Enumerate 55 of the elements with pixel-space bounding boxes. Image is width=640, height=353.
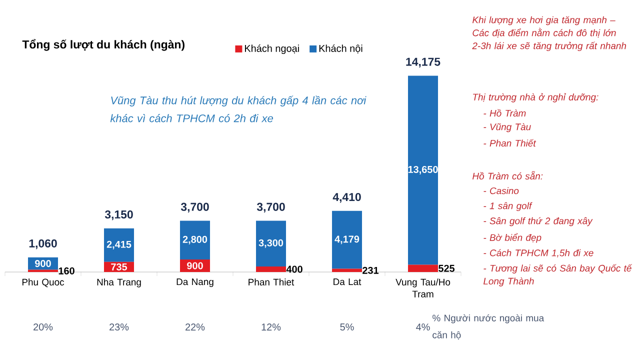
text: - Sân golf thứ 2 đang xây <box>484 217 593 226</box>
legend-label: Khách ngoại <box>245 44 299 54</box>
data-label: 13,650 <box>408 166 438 174</box>
data-label: 735 <box>111 263 128 270</box>
bar <box>408 76 438 265</box>
x-tick-label: Da Nang <box>176 278 214 287</box>
total-label: 4,410 <box>332 192 361 203</box>
total-label: 1,060 <box>29 239 57 250</box>
data-label: 3,300 <box>258 239 284 248</box>
x-tick-label: Vung Tau/Ho Tram <box>396 278 450 298</box>
data-label: 2,415 <box>106 240 132 250</box>
text: Thị trường nhà ở nghỉ dưỡng: <box>473 93 598 102</box>
text: - Bờ biển đẹp <box>484 233 542 243</box>
data-label: 525 <box>438 264 455 272</box>
text: Hồ Tràm có sẵn: <box>472 171 543 180</box>
text: 23% <box>110 323 129 331</box>
text: Khi lượng xe hơi gia tăng mạnh – Các địa điểm nằm cách đô thị lớn 2-3h lái xe sẽ tăng trưởng rất nhanh <box>472 16 626 52</box>
bar <box>256 220 286 266</box>
bar <box>332 268 362 272</box>
data-label: 2,800 <box>182 236 208 244</box>
text: - Tương lai sẽ có Sân bay Quốc tế Long Thành <box>484 264 632 286</box>
text: - 1 sân golf <box>484 202 532 212</box>
text: - Hồ Tràm <box>484 109 526 117</box>
data-label: 4,179 <box>334 236 360 244</box>
data-label: 900 <box>187 262 203 270</box>
total-label: 3,700 <box>180 202 209 213</box>
x-tick-label: Da Lat <box>334 278 362 286</box>
total-label: 3,700 <box>256 202 285 213</box>
data-label: 400 <box>286 266 302 273</box>
text: 20% <box>34 323 53 331</box>
text: 12% <box>262 323 281 331</box>
total-label: 14,175 <box>406 58 440 68</box>
text: 22% <box>186 323 205 331</box>
bar <box>332 210 362 269</box>
text: 4% <box>416 324 430 330</box>
x-tick-label: Phan Thiet <box>248 278 294 286</box>
text: - Phan Thiết <box>484 139 536 147</box>
chart-title: Tổng số lượt du khách (ngàn) <box>22 39 184 51</box>
text: - Cách TPHCM 1,5h đi xe <box>484 249 594 258</box>
annotation: Vũng Tàu thu hút lượng du khách gấp 4 lần các nơi khác vì cách TPHCM có 2h đi xe <box>110 96 366 122</box>
data-label: 160 <box>58 267 74 274</box>
data-label: 231 <box>362 266 379 274</box>
data-label: 900 <box>35 260 51 268</box>
total-label: 3,150 <box>104 210 133 220</box>
bar <box>408 264 438 272</box>
text: - Casino <box>484 187 519 194</box>
legend-label: Khách nội <box>319 44 362 54</box>
text: 5% <box>340 323 354 331</box>
x-tick-label: Phu Quoc <box>22 278 64 288</box>
bar <box>256 266 286 272</box>
bar <box>104 228 134 262</box>
bar <box>180 220 210 260</box>
text: % Người nước ngoài mua căn hộ <box>432 314 544 340</box>
text: - Vũng Tàu <box>484 123 531 132</box>
x-tick-label: Nha Trang <box>97 278 141 288</box>
